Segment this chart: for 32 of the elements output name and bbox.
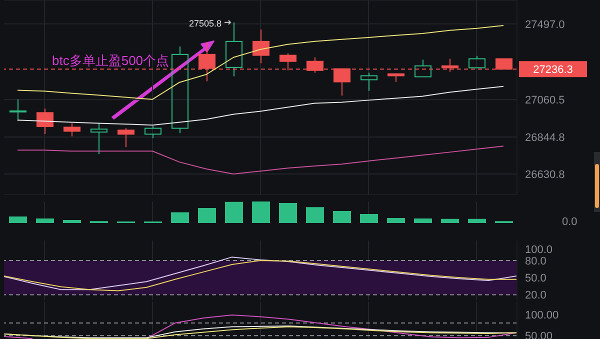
bar <box>9 216 27 223</box>
candlestick <box>252 28 270 64</box>
bar <box>36 218 54 223</box>
y-tick-label: 100.00 <box>525 310 559 322</box>
y-tick-label: 80.0 <box>525 255 546 268</box>
bar <box>360 214 378 223</box>
y-tick-label: 20.0 <box>525 290 546 302</box>
line-series <box>17 86 504 126</box>
y-tick-label: 26630.8 <box>525 168 565 181</box>
bar <box>441 218 459 223</box>
bar <box>171 212 189 223</box>
bar <box>198 208 216 223</box>
annotation: btc多单止盈500个点 <box>52 52 170 70</box>
ref-line-label: 27236.3 <box>533 64 573 76</box>
bar <box>252 202 270 223</box>
bar <box>387 218 405 223</box>
y-tick-label: 26844.8 <box>525 132 565 144</box>
y-tick-label: 27060.5 <box>525 94 565 106</box>
bar <box>279 203 297 223</box>
y-tick-label: 50.0 <box>525 272 546 285</box>
bar <box>333 210 351 223</box>
text: 0.0 <box>562 216 578 228</box>
bar <box>306 207 324 223</box>
y-tick-label: 100.0 <box>525 244 553 256</box>
y-tick-label: 27497.0 <box>525 18 565 31</box>
bar <box>468 218 486 223</box>
bar <box>225 202 243 223</box>
annotation: 27505.8 <box>188 18 222 28</box>
candlestick <box>10 98 26 122</box>
line-series <box>17 146 504 175</box>
bar <box>63 220 81 223</box>
bar <box>414 218 432 223</box>
